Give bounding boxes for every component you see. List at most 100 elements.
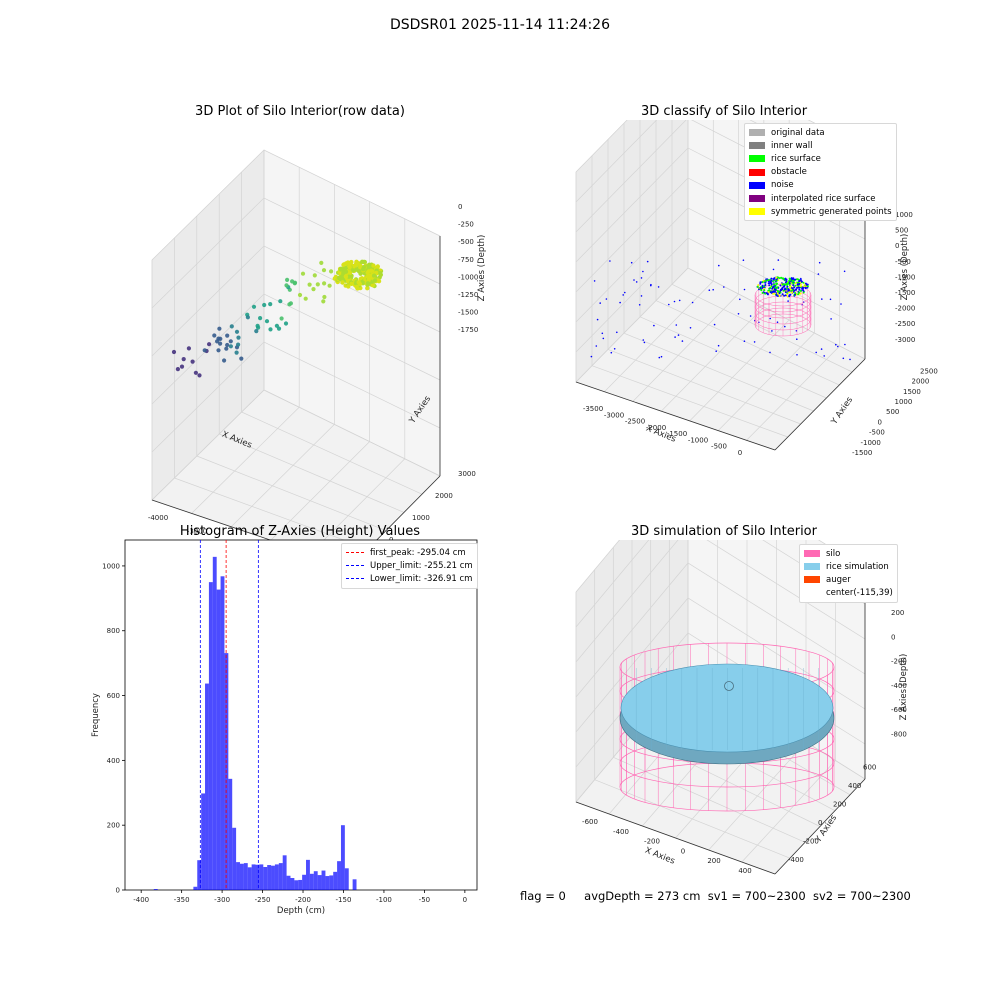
noise-point: [742, 259, 745, 261]
histogram-bar: [255, 864, 260, 890]
noise-point: [640, 295, 643, 297]
surface-point: [782, 289, 785, 292]
surface-point: [760, 289, 763, 292]
data-point: [207, 342, 212, 347]
noise-point: [837, 345, 839, 348]
data-point: [315, 282, 320, 287]
legend-item: inner wall: [749, 139, 892, 152]
histogram-title: Histogram of Z-Axies (Height) Values: [179, 524, 421, 539]
histogram-bar: [325, 876, 330, 890]
legend-swatch: [749, 208, 765, 216]
legend-label: interpolated rice surface: [771, 193, 876, 204]
legend-label: inner wall: [771, 140, 813, 151]
noise-point: [601, 332, 604, 335]
surface-point: [797, 293, 800, 296]
tick-label: 1000: [895, 211, 913, 219]
x-tick-label: -150: [336, 896, 352, 904]
surface-point: [798, 286, 801, 289]
surface-point: [786, 285, 789, 288]
tick-label: -3500: [583, 405, 603, 413]
surface-point: [798, 288, 801, 291]
noise-point: [849, 358, 851, 361]
tick-label: -1000: [861, 439, 881, 447]
tick-label: -600: [891, 706, 907, 714]
y-axis-label: Y Axies: [829, 395, 855, 427]
tick-label: 200: [707, 857, 720, 865]
surface-point: [792, 282, 795, 285]
tick-label: -200: [803, 838, 819, 846]
noise-point: [691, 301, 694, 304]
grid-line: [607, 349, 801, 425]
z-axis-label: Z Axies (Depth): [477, 235, 487, 302]
noise-point: [753, 341, 756, 343]
legend-label: original data: [771, 127, 825, 138]
noise-point: [715, 350, 717, 352]
grid-line: [623, 332, 814, 412]
surface-point: [781, 283, 784, 286]
data-point: [319, 260, 324, 265]
noise-point: [723, 286, 725, 288]
data-point: [245, 315, 250, 320]
data-point: [341, 270, 346, 276]
noise-point: [678, 299, 681, 302]
data-point: [268, 302, 273, 307]
data-point: [225, 342, 230, 348]
data-point: [350, 268, 356, 273]
noise-point: [630, 261, 633, 264]
grid-line: [270, 441, 370, 541]
noise-point: [643, 341, 646, 344]
surface-point: [767, 291, 770, 293]
surface-point: [771, 286, 774, 289]
data-point: [346, 274, 352, 279]
data-point: [181, 357, 186, 362]
noise-point: [777, 259, 780, 261]
sv2-text: sv2 = 700~2300: [812, 889, 911, 903]
surface-point: [779, 284, 782, 287]
data-point: [327, 283, 332, 288]
z-axis-label: Z Axies (Depth): [899, 654, 909, 721]
surface-point: [795, 288, 798, 291]
data-point: [216, 348, 221, 353]
legend-item: Lower_limit: -326.91 cm: [346, 572, 473, 585]
surface-point: [799, 283, 802, 286]
noise-point: [773, 282, 775, 284]
tick-label: -2000: [895, 305, 915, 313]
grid-line: [219, 433, 405, 513]
noise-point: [769, 351, 771, 354]
surface-point: [804, 287, 807, 290]
tick-label: -500: [895, 258, 911, 266]
x-tick-label: -100: [376, 896, 392, 904]
tick-label: -500: [458, 238, 474, 246]
data-point: [357, 281, 363, 287]
histogram-legend: first_peak: -295.04 cm Upper_limit: -255.…: [341, 543, 478, 589]
data-point: [369, 268, 374, 273]
grid-line: [661, 306, 765, 412]
data-point: [371, 263, 376, 268]
surface-point: [802, 281, 805, 284]
data-point: [336, 275, 342, 281]
data-point: [349, 259, 354, 265]
surface-point: [792, 277, 795, 280]
data-point: [264, 319, 270, 324]
histogram-bar: [309, 873, 314, 890]
tick-label: 3000: [458, 470, 476, 478]
grid-line: [671, 283, 853, 373]
grid-line: [310, 458, 406, 554]
noise-point: [616, 331, 618, 334]
surface-point: [798, 279, 801, 282]
surface-point: [770, 285, 773, 288]
data-point: [372, 278, 378, 283]
data-point: [190, 359, 195, 364]
data-point: [236, 335, 241, 340]
surface-point: [784, 291, 787, 294]
surface-point: [764, 292, 767, 295]
data-point: [366, 275, 371, 280]
grid-line: [746, 345, 840, 441]
noise-point: [681, 340, 684, 342]
histogram-bar: [212, 556, 217, 890]
data-point: [322, 281, 327, 286]
noise-point: [821, 298, 823, 300]
tick-label: -4000: [148, 514, 168, 522]
noise-point: [619, 301, 621, 304]
data-point: [217, 326, 222, 331]
